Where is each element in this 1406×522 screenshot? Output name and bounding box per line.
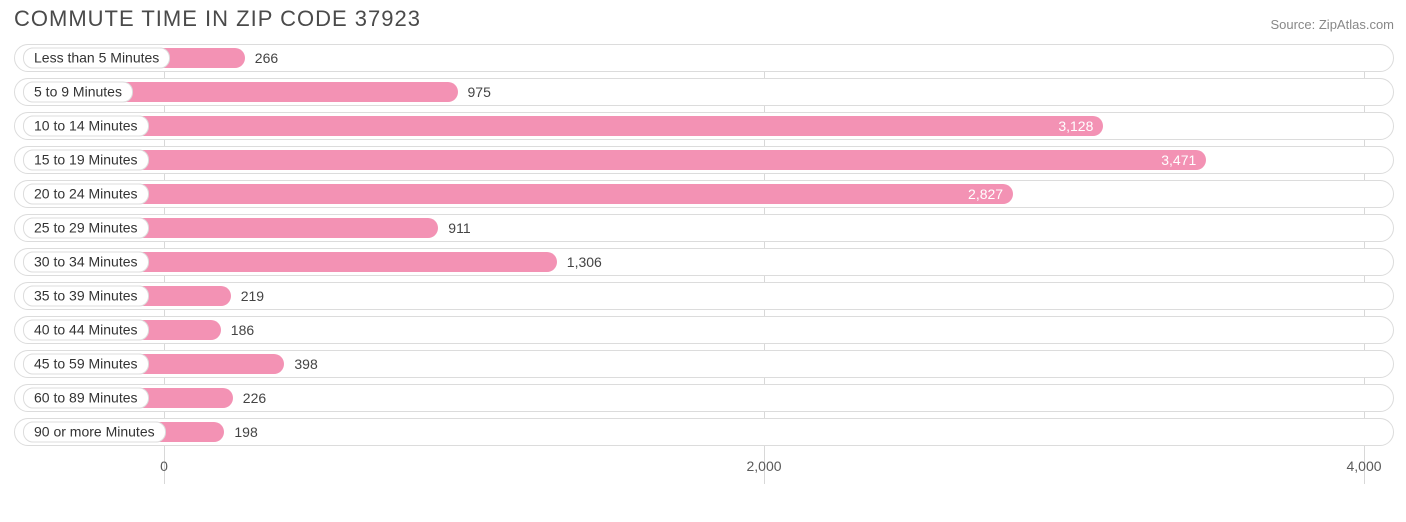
x-tick-label: 0 — [160, 458, 168, 474]
value-label: 2,827 — [968, 186, 1003, 202]
x-tick-label: 4,000 — [1346, 458, 1381, 474]
bar-row: 10 to 14 Minutes 3,128 — [14, 112, 1394, 140]
value-label: 398 — [294, 356, 317, 372]
chart-title: COMMUTE TIME IN ZIP CODE 37923 — [14, 6, 421, 32]
bar-row: 5 to 9 Minutes 975 — [14, 78, 1394, 106]
category-label: Less than 5 Minutes — [23, 48, 170, 69]
value-label: 198 — [234, 424, 257, 440]
bar-row: 60 to 89 Minutes 226 — [14, 384, 1394, 412]
value-label: 3,471 — [1161, 152, 1196, 168]
category-label: 20 to 24 Minutes — [23, 184, 149, 205]
category-label: 60 to 89 Minutes — [23, 388, 149, 409]
bar-row: 35 to 39 Minutes 219 — [14, 282, 1394, 310]
bar-row: 90 or more Minutes 198 — [14, 418, 1394, 446]
value-label: 3,128 — [1058, 118, 1093, 134]
value-label: 186 — [231, 322, 254, 338]
category-label: 40 to 44 Minutes — [23, 320, 149, 341]
chart-bars: Less than 5 Minutes 266 5 to 9 Minutes 975 1… — [14, 44, 1394, 446]
bar-row: 30 to 34 Minutes 1,306 — [14, 248, 1394, 276]
chart-header: COMMUTE TIME IN ZIP CODE 37923 Source: Z… — [0, 0, 1406, 36]
value-label: 911 — [448, 220, 470, 236]
bar — [30, 150, 1206, 170]
bar — [30, 184, 1013, 204]
bar-row: 40 to 44 Minutes 186 — [14, 316, 1394, 344]
x-axis: 0 2,000 4,000 — [14, 452, 1394, 482]
category-label: 15 to 19 Minutes — [23, 150, 149, 171]
chart-area: Less than 5 Minutes 266 5 to 9 Minutes 975 1… — [14, 44, 1394, 484]
value-label: 975 — [468, 84, 491, 100]
bar-row: 20 to 24 Minutes 2,827 — [14, 180, 1394, 208]
category-label: 45 to 59 Minutes — [23, 354, 149, 375]
category-label: 30 to 34 Minutes — [23, 252, 149, 273]
chart-source: Source: ZipAtlas.com — [1270, 17, 1394, 32]
category-label: 5 to 9 Minutes — [23, 82, 133, 103]
chart-plot: Less than 5 Minutes 266 5 to 9 Minutes 975 1… — [14, 44, 1394, 484]
bar — [30, 116, 1103, 136]
bar-row: 45 to 59 Minutes 398 — [14, 350, 1394, 378]
value-label: 266 — [255, 50, 278, 66]
value-label: 226 — [243, 390, 266, 406]
category-label: 35 to 39 Minutes — [23, 286, 149, 307]
bar-row: 15 to 19 Minutes 3,471 — [14, 146, 1394, 174]
category-label: 90 or more Minutes — [23, 422, 166, 443]
bar-row: Less than 5 Minutes 266 — [14, 44, 1394, 72]
x-tick-label: 2,000 — [746, 458, 781, 474]
value-label: 1,306 — [567, 254, 602, 270]
category-label: 25 to 29 Minutes — [23, 218, 149, 239]
category-label: 10 to 14 Minutes — [23, 116, 149, 137]
value-label: 219 — [241, 288, 264, 304]
bar-row: 25 to 29 Minutes 911 — [14, 214, 1394, 242]
